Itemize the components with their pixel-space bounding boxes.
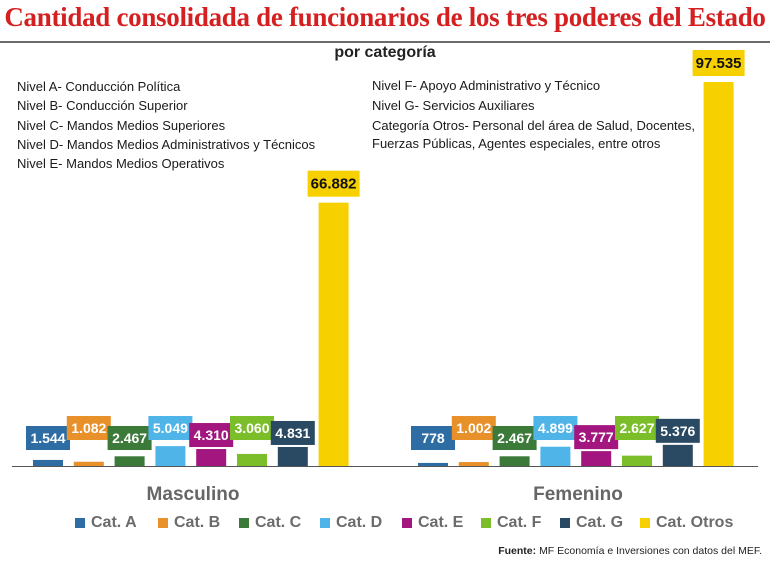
note-line: Nivel G- Servicios Auxiliares: [372, 98, 535, 113]
bar-masculino-6: [237, 453, 267, 466]
value-label-box: [574, 425, 619, 450]
value-label: 4.310: [194, 427, 229, 443]
note-line: Nivel C- Mandos Medios Superiores: [17, 117, 226, 133]
legend-item: Cat. D: [320, 514, 382, 532]
source-label: Fuente:: [498, 545, 537, 557]
bar-masculino-1: [33, 459, 63, 466]
bar-femenino-6: [622, 455, 652, 466]
bar-masculino-5: [196, 449, 227, 466]
note-line: Nivel B- Conducción Superior: [17, 98, 188, 114]
value-label: 4.899: [538, 420, 573, 436]
bar-femenino-8: [703, 82, 734, 466]
chart-subtitle: por categoría: [334, 44, 436, 61]
value-label-box: [230, 416, 274, 440]
note-line: Nivel D- Mandos Medios Administrativos y…: [17, 136, 316, 152]
legend-label: Cat. G: [576, 514, 624, 531]
group-label: Femenino: [533, 484, 623, 505]
value-label: 5.049: [153, 420, 188, 436]
chart-title: Cantidad consolidada de funcionarios de …: [4, 2, 766, 32]
legend-swatch: [402, 518, 412, 528]
group-masculino: 1.544 1.082 2.467 5.049 4.310 3.060 4.831 66.88…: [26, 170, 360, 505]
value-label: 4.831: [275, 425, 310, 441]
legend-item: Cat. E: [402, 514, 463, 532]
legend-item: Cat. F: [481, 514, 541, 532]
legend-label: Cat. D: [336, 514, 383, 531]
note-line: Fuerzas Públicas, Agentes especiales, en…: [372, 136, 661, 151]
legend-label: Cat. C: [255, 514, 302, 531]
value-label-box: [655, 418, 700, 443]
value-label-box: [533, 416, 578, 440]
bar-masculino-2: [73, 461, 104, 466]
category-notes-right: Nivel F- Apoyo Administrativo y Técnico …: [372, 77, 695, 153]
source-note: Fuente: MF Economía e Inversiones con da…: [498, 545, 762, 557]
value-label: 1.002: [456, 420, 491, 436]
bar-masculino-4: [155, 446, 186, 466]
legend-label: Cat. A: [91, 514, 137, 531]
value-label-box: [148, 416, 193, 440]
group-label: Masculino: [147, 484, 240, 505]
bar-femenino-1: [418, 462, 448, 466]
value-label-box: [26, 426, 70, 450]
legend-swatch: [560, 518, 570, 528]
bar-femenino-3: [499, 456, 530, 466]
group-femenino: 778 1.002 2.467 4.899 3.777 2.627 5.376 97.535 F…: [411, 50, 745, 505]
value-label: 778: [421, 430, 445, 446]
value-label-box: [270, 420, 315, 445]
value-label: 2.627: [619, 420, 654, 436]
value-label-box: [107, 426, 152, 450]
legend-item: Cat. A: [75, 514, 137, 532]
value-label: 3.777: [579, 429, 614, 445]
value-label-box: [492, 426, 537, 450]
bar-masculino-7: [277, 446, 308, 466]
legend-swatch: [158, 518, 168, 528]
legend-item: Cat. G: [560, 514, 623, 532]
legend-label: Cat. E: [418, 514, 464, 531]
bar-masculino-8: [318, 202, 349, 466]
value-label: 66.882: [311, 176, 357, 193]
bar-femenino-7: [662, 444, 693, 466]
note-line: Nivel A- Conducción Política: [17, 79, 181, 94]
legend-label: Cat. B: [174, 514, 221, 531]
note-line: Categoría Otros- Personal del área de Sa…: [372, 118, 696, 133]
bar-masculino-3: [114, 456, 145, 466]
legend-swatch: [75, 518, 85, 528]
legend-swatch: [640, 518, 650, 528]
value-label-box: [411, 426, 455, 450]
value-label: 1.082: [71, 420, 106, 436]
value-label: 3.060: [234, 420, 269, 436]
value-label: 2.467: [112, 430, 147, 446]
bar-femenino-2: [458, 462, 489, 466]
source-text: MF Economía e Inversiones con datos del …: [539, 545, 762, 557]
category-notes-left: Nivel A- Conducción Política Nivel B- Co…: [17, 77, 315, 173]
value-label: 2.467: [497, 430, 532, 446]
legend-item: Cat. B: [158, 514, 220, 532]
legend-item: Cat. C: [239, 514, 301, 532]
value-label-box: [66, 416, 111, 440]
legend-swatch: [481, 518, 491, 528]
legend-label: Cat. Otros: [656, 514, 734, 531]
legend-item: Cat. Otros: [640, 514, 733, 532]
value-label-box: [451, 416, 496, 440]
value-label-box: [615, 416, 659, 440]
note-line: Nivel E- Mandos Medios Operativos: [17, 156, 225, 172]
chart-legend: Cat. A Cat. B Cat. C Cat. D Cat. E Cat. F Cat.…: [0, 514, 770, 536]
value-label-box: [692, 50, 745, 76]
title-divider: [0, 41, 770, 43]
value-label-box: [307, 170, 360, 197]
value-label: 97.535: [696, 55, 742, 72]
bar-femenino-4: [540, 446, 571, 466]
note-line: Nivel F- Apoyo Administrativo y Técnico: [372, 78, 601, 93]
bar-chart: 1.544 1.082 2.467 5.049 4.310 3.060 4.831 66.88…: [12, 50, 758, 505]
legend-label: Cat. F: [497, 514, 542, 531]
bar-femenino-5: [581, 451, 612, 466]
value-label-box: [189, 423, 234, 448]
legend-swatch: [320, 518, 330, 528]
value-label: 1.544: [30, 430, 65, 446]
value-label: 5.376: [660, 423, 695, 439]
legend-swatch: [239, 518, 249, 528]
